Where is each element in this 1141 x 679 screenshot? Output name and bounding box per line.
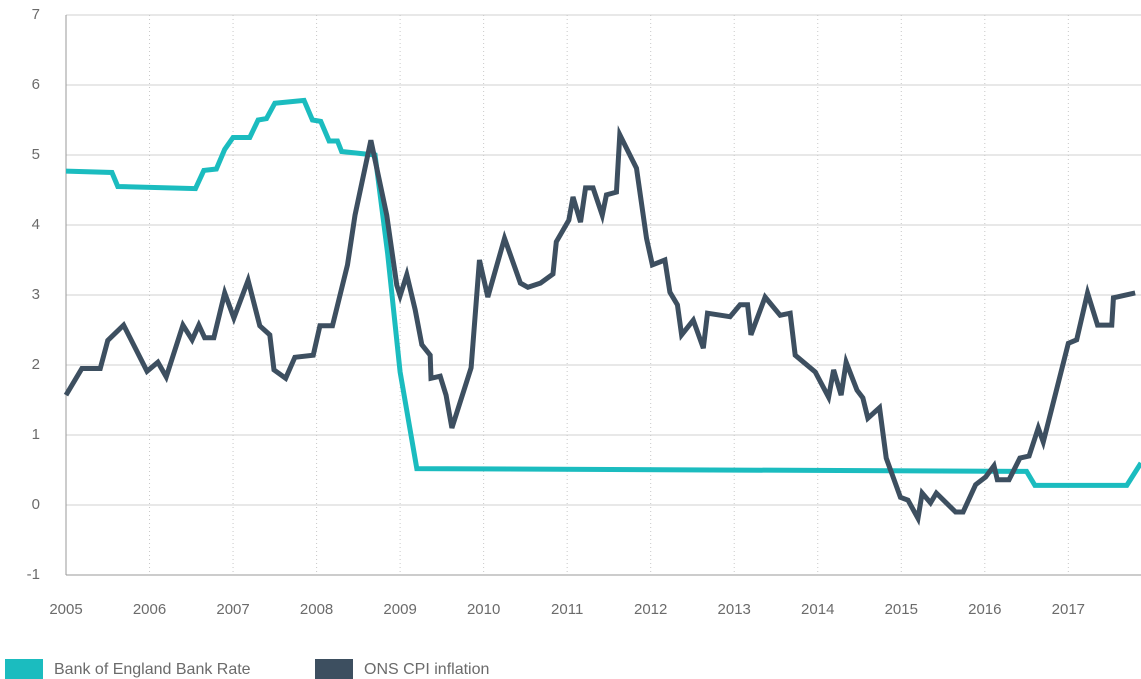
y-tick-label: 1 <box>32 426 40 443</box>
y-tick-label: 5 <box>32 146 40 163</box>
x-tick-label: 2006 <box>133 601 166 618</box>
x-tick-label: 2007 <box>216 601 249 618</box>
y-tick-label: 6 <box>32 76 40 93</box>
x-tick-label: 2005 <box>49 601 82 618</box>
y-tick-label: 4 <box>32 216 40 233</box>
legend-label: Bank of England Bank Rate <box>54 661 251 678</box>
x-tick-label: 2008 <box>300 601 333 618</box>
series-line <box>63 125 1136 526</box>
x-tick-label: 2012 <box>634 601 667 618</box>
legend-swatch <box>315 659 353 679</box>
y-tick-label: 2 <box>32 356 40 373</box>
legend-label: ONS CPI inflation <box>364 661 489 678</box>
x-tick-label: 2015 <box>885 601 918 618</box>
series-line <box>65 97 1141 488</box>
x-tick-label: 2017 <box>1052 601 1085 618</box>
x-tick-label: 2014 <box>801 601 834 618</box>
y-tick-label: 3 <box>32 286 40 303</box>
x-tick-label: 2009 <box>383 601 416 618</box>
y-tick-label: 0 <box>32 496 40 513</box>
x-tick-label: 2010 <box>467 601 500 618</box>
x-tick-label: 2011 <box>551 601 583 618</box>
y-tick-label: -1 <box>27 566 40 583</box>
x-tick-label: 2016 <box>968 601 1001 618</box>
x-tick-label: 2013 <box>718 601 751 618</box>
y-tick-label: 7 <box>32 6 40 23</box>
legend-swatch <box>5 659 43 679</box>
